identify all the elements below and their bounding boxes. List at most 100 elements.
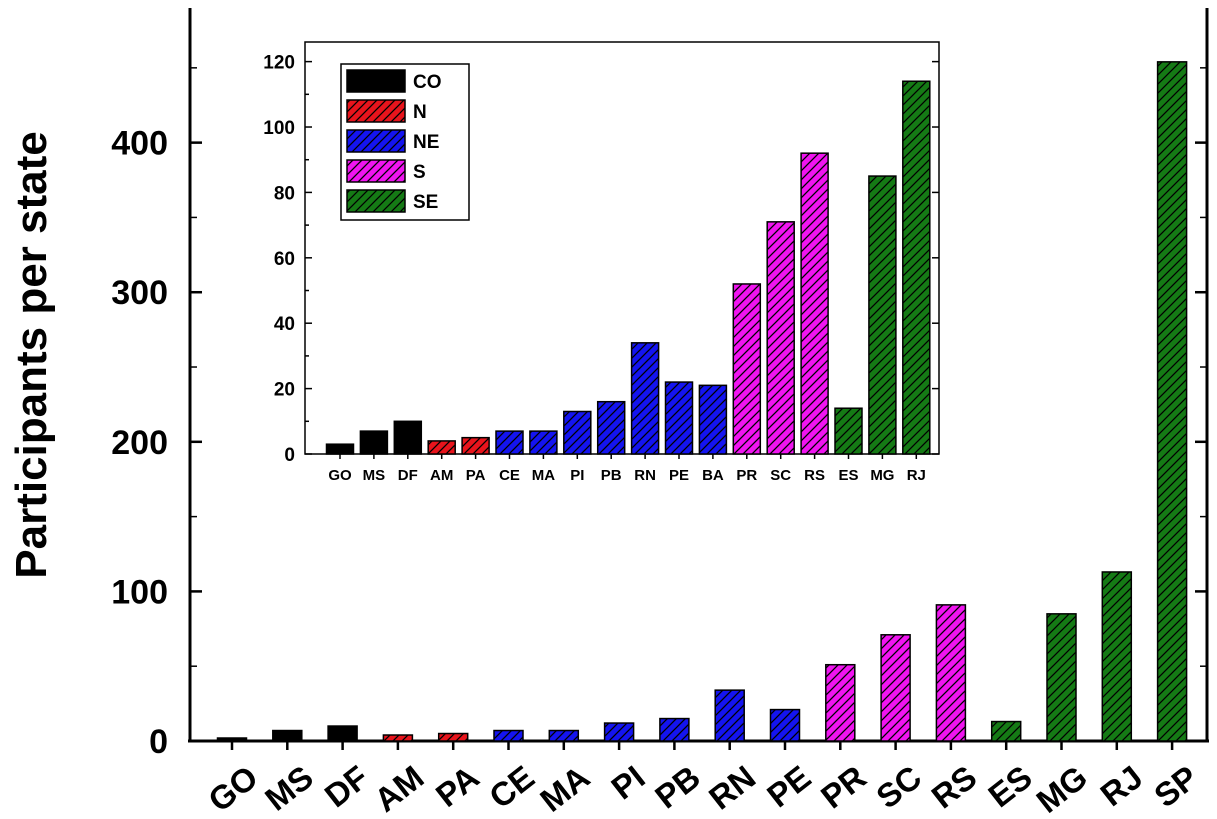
inset-y-tick-label: 20 bbox=[274, 380, 295, 401]
main-bar-mg bbox=[1046, 613, 1077, 742]
inset-x-tick-label-pr: PR bbox=[736, 467, 757, 484]
main-x-tick-label-ma: MA bbox=[533, 758, 596, 819]
main-y-tick-label: 100 bbox=[111, 573, 168, 611]
main-x-tick-label-go: GO bbox=[201, 758, 264, 819]
main-bar-am bbox=[382, 734, 414, 742]
inset-x-tick-label-es: ES bbox=[838, 467, 858, 484]
inset-x-tick-label-ma: MA bbox=[532, 467, 555, 484]
main-y-tick-label: 200 bbox=[111, 424, 168, 462]
inset-x-tick-label-pb: PB bbox=[601, 467, 622, 484]
legend-label-n: N bbox=[413, 102, 427, 123]
inset-bar-pi bbox=[563, 410, 592, 455]
main-axes bbox=[188, 8, 1209, 743]
legend-label-co: CO bbox=[413, 72, 442, 93]
main-x-tick-label-es: ES bbox=[981, 758, 1038, 814]
inset-y-tick-label: 40 bbox=[274, 314, 295, 335]
inset-bar-am bbox=[427, 440, 456, 455]
main-x-tick-label-pe: PE bbox=[760, 758, 817, 814]
main-bars bbox=[216, 61, 1188, 742]
inset-bar-rs bbox=[800, 152, 829, 455]
main-bar-pi bbox=[603, 722, 635, 742]
inset-x-tick-label-ce: CE bbox=[499, 467, 520, 484]
inset-bar-rj bbox=[902, 80, 931, 455]
legend-swatch-n bbox=[346, 99, 406, 123]
inset-bar-pa bbox=[461, 436, 490, 455]
inset-x-tick-label-ba: BA bbox=[702, 467, 724, 484]
inset-x-tick-label-rs: RS bbox=[804, 467, 825, 484]
main-x-tick-label-sc: SC bbox=[869, 758, 928, 815]
legend-label-se: SE bbox=[413, 192, 438, 213]
main-x-tick-label-rj: RJ bbox=[1093, 758, 1149, 813]
main-bar-sc bbox=[880, 634, 911, 742]
main-x-tick-label-rs: RS bbox=[925, 758, 984, 815]
main-x-tick-label-pa: PA bbox=[429, 758, 486, 814]
inset-bar-sc bbox=[766, 221, 795, 455]
main-bar-sp bbox=[1156, 61, 1188, 742]
inset-y-tick-label: 0 bbox=[284, 445, 295, 466]
legend-label-s: S bbox=[413, 162, 426, 183]
inset-x-tick-label-pa: PA bbox=[466, 467, 486, 484]
inset-x-tick-label-go: GO bbox=[328, 467, 352, 484]
main-bar-rs bbox=[935, 604, 967, 742]
main-y-tick-label: 0 bbox=[149, 723, 168, 761]
inset-x-tick-label-rj: RJ bbox=[907, 467, 926, 484]
main-x-tick-label-ce: CE bbox=[482, 758, 541, 815]
inset-bar-ce bbox=[495, 430, 524, 455]
inset-x-tick-label-pe: PE bbox=[669, 467, 689, 484]
inset-y-tick-label: 100 bbox=[263, 118, 295, 139]
main-x-tick-label-am: AM bbox=[367, 758, 430, 819]
main-x-tick-label-pr: PR bbox=[814, 758, 873, 815]
main-x-tick-label-sp: SP bbox=[1147, 758, 1204, 814]
main-bar-es bbox=[990, 720, 1022, 742]
main-bar-df bbox=[327, 725, 358, 742]
main-bar-rn bbox=[714, 689, 745, 742]
main-x-tick-label-rn: RN bbox=[702, 758, 762, 817]
inset-x-tick-label-mg: MG bbox=[870, 467, 894, 484]
legend-swatch-s bbox=[346, 159, 406, 183]
inset-legend: CO N NE S SE bbox=[340, 63, 470, 221]
legend-swatch-ne bbox=[346, 129, 406, 153]
inset-x-tick-label-rn: RN bbox=[634, 467, 656, 484]
inset-chart: 0 20 40 60 80 100 120 GO MS DF AM PA CE MA PI PB RN PE BA… bbox=[263, 41, 940, 484]
main-x-tick-label-ms: MS bbox=[258, 758, 320, 818]
inset-y-tick-label: 80 bbox=[274, 183, 295, 204]
inset-bar-mg bbox=[868, 175, 897, 455]
legend-label-ne: NE bbox=[413, 132, 439, 153]
main-x-tick-label-pi: PI bbox=[604, 758, 651, 806]
main-y-tick-label: 400 bbox=[111, 125, 168, 163]
inset-x-tick-label-sc: SC bbox=[770, 467, 791, 484]
inset-bar-pr bbox=[732, 283, 762, 455]
inset-x-tick-label-pi: PI bbox=[570, 467, 584, 484]
inset-x-tick-label-df: DF bbox=[398, 467, 418, 484]
main-bar-ma bbox=[548, 729, 580, 742]
legend-swatch-co bbox=[346, 69, 406, 93]
inset-bar-ms bbox=[359, 430, 389, 455]
main-bar-ce bbox=[493, 729, 524, 742]
main-x-tick-label-df: DF bbox=[318, 758, 375, 814]
inset-bar-pb bbox=[596, 400, 626, 455]
inset-bar-pe bbox=[664, 381, 694, 455]
inset-bar-es bbox=[834, 407, 863, 455]
main-bar-pe bbox=[769, 708, 801, 742]
main-bar-pb bbox=[659, 717, 690, 742]
inset-bar-ma bbox=[529, 430, 558, 455]
inset-bars bbox=[325, 80, 931, 455]
main-bar-ms bbox=[272, 729, 303, 742]
main-y-axis-label: Participants per state bbox=[7, 131, 56, 579]
main-x-tick-label-mg: MG bbox=[1029, 758, 1094, 819]
inset-bar-df bbox=[393, 420, 423, 455]
main-bar-go bbox=[216, 737, 248, 742]
inset-bar-go bbox=[325, 443, 355, 455]
main-bar-pa bbox=[437, 732, 469, 742]
main-bar-pr bbox=[825, 663, 856, 742]
main-y-tick-label: 300 bbox=[111, 274, 168, 312]
inset-x-tick-label-am: AM bbox=[430, 467, 453, 484]
inset-bar-ba bbox=[698, 384, 728, 455]
legend-swatch-se bbox=[346, 189, 406, 213]
inset-bar-rn bbox=[630, 342, 660, 455]
inset-x-tick-label-ms: MS bbox=[363, 467, 386, 484]
inset-y-tick-label: 120 bbox=[263, 53, 295, 74]
